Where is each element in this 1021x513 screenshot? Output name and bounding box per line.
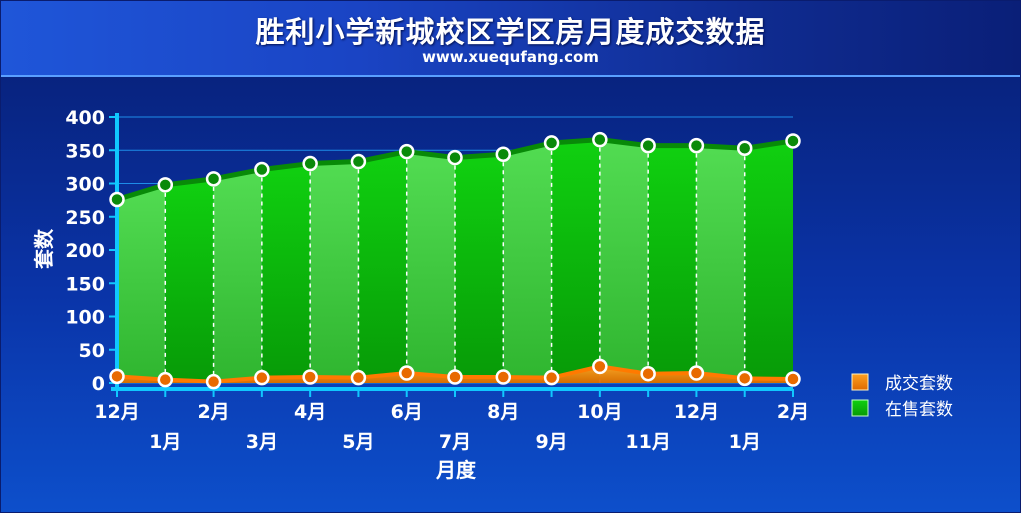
x-tick-label: 9月 xyxy=(535,431,567,453)
x-tick-label: 10月 xyxy=(577,401,622,423)
listing-area-segment xyxy=(165,178,214,383)
x-tick-label: 7月 xyxy=(439,431,471,453)
y-tick-label: 100 xyxy=(65,307,105,329)
listing-area-segment xyxy=(310,161,359,383)
legend: 成交套数 在售套数 xyxy=(851,373,953,420)
x-tick-label: 2月 xyxy=(777,401,809,423)
listing-area-segment xyxy=(744,140,793,383)
y-tick-label: 400 xyxy=(65,107,105,129)
listing-area-segment xyxy=(358,151,407,383)
deal-point xyxy=(688,365,705,381)
legend-label-listings: 在售套数 xyxy=(885,400,953,420)
x-tick-label: 6月 xyxy=(391,401,423,423)
listing-point xyxy=(495,146,512,162)
deal-point xyxy=(543,369,560,386)
area-chart: 0 50 100 150 200 250 300 350 400 12月 1月 2月 3月 4月 5月 6月 7… xyxy=(32,107,953,482)
listing-area-segment xyxy=(648,145,697,383)
deal-point xyxy=(736,370,753,387)
chart-header: 胜利小学新城校区学区房月度成交数据 www.xuequfang.com xyxy=(1,1,1020,77)
x-tick-label: 12月 xyxy=(94,401,139,423)
listing-area-segment xyxy=(213,169,262,383)
listing-point xyxy=(736,140,753,157)
y-tick-label: 50 xyxy=(79,340,105,362)
deal-point xyxy=(109,368,125,385)
x-tick-label: 11月 xyxy=(625,431,670,453)
legend-label-deals: 成交套数 xyxy=(885,374,953,394)
y-tick-label: 0 xyxy=(92,373,105,395)
listing-point xyxy=(543,135,560,151)
listing-point xyxy=(592,131,608,148)
deal-point xyxy=(302,369,318,385)
listing-point xyxy=(640,137,656,154)
plot-region: 0 50 100 150 200 250 300 350 400 12月 1月 2月 3月 4月 5月 6月 7… xyxy=(1,77,1020,512)
listing-point xyxy=(254,161,270,178)
deal-point xyxy=(254,369,270,386)
chart-title: 胜利小学新城校区学区房月度成交数据 xyxy=(255,15,766,49)
listing-area-segment xyxy=(551,139,600,383)
y-axis-title: 套数 xyxy=(32,228,56,269)
y-tick-label: 350 xyxy=(65,140,105,162)
deal-point xyxy=(157,371,174,388)
x-tick-label: 12月 xyxy=(674,401,719,423)
deal-point xyxy=(205,373,222,390)
listing-area-segment xyxy=(503,142,552,383)
x-axis-title: 月度 xyxy=(435,458,477,482)
deal-point xyxy=(785,371,801,387)
listing-point xyxy=(205,171,222,187)
x-tick-label: 4月 xyxy=(294,401,326,423)
listing-point xyxy=(350,153,367,170)
listing-point xyxy=(109,191,125,208)
listing-area-segment xyxy=(696,145,745,383)
deal-point xyxy=(350,369,367,386)
x-tick-label: 3月 xyxy=(246,431,278,453)
listing-point xyxy=(157,177,174,193)
y-tick-label: 200 xyxy=(65,240,105,262)
legend-swatch-deals xyxy=(851,373,869,391)
x-tick-label: 1月 xyxy=(729,431,761,453)
y-tick-label: 300 xyxy=(65,174,105,196)
deal-point xyxy=(495,369,512,385)
listing-point xyxy=(447,149,463,166)
chart-subtitle: www.xuequfang.com xyxy=(422,48,599,66)
deal-point xyxy=(398,365,415,381)
deal-point xyxy=(447,369,463,385)
x-tick-label: 2月 xyxy=(197,401,229,423)
x-tick-label: 1月 xyxy=(149,431,181,453)
x-tick-label: 8月 xyxy=(487,401,519,423)
listing-area-segment xyxy=(406,151,455,383)
x-tick-label: 5月 xyxy=(342,431,374,453)
listing-area-segment xyxy=(599,139,649,383)
listing-area-segment xyxy=(261,163,311,383)
listing-point xyxy=(688,137,705,154)
deal-point xyxy=(592,358,608,375)
legend-swatch-listings xyxy=(851,399,869,417)
listing-area-segment xyxy=(117,184,166,383)
listing-point xyxy=(302,155,318,172)
listing-point xyxy=(785,133,801,149)
listing-area-segment xyxy=(455,154,504,383)
y-tick-label: 250 xyxy=(65,207,105,229)
deal-point xyxy=(640,365,656,382)
listing-point xyxy=(398,143,415,160)
y-tick-label: 150 xyxy=(65,273,105,295)
